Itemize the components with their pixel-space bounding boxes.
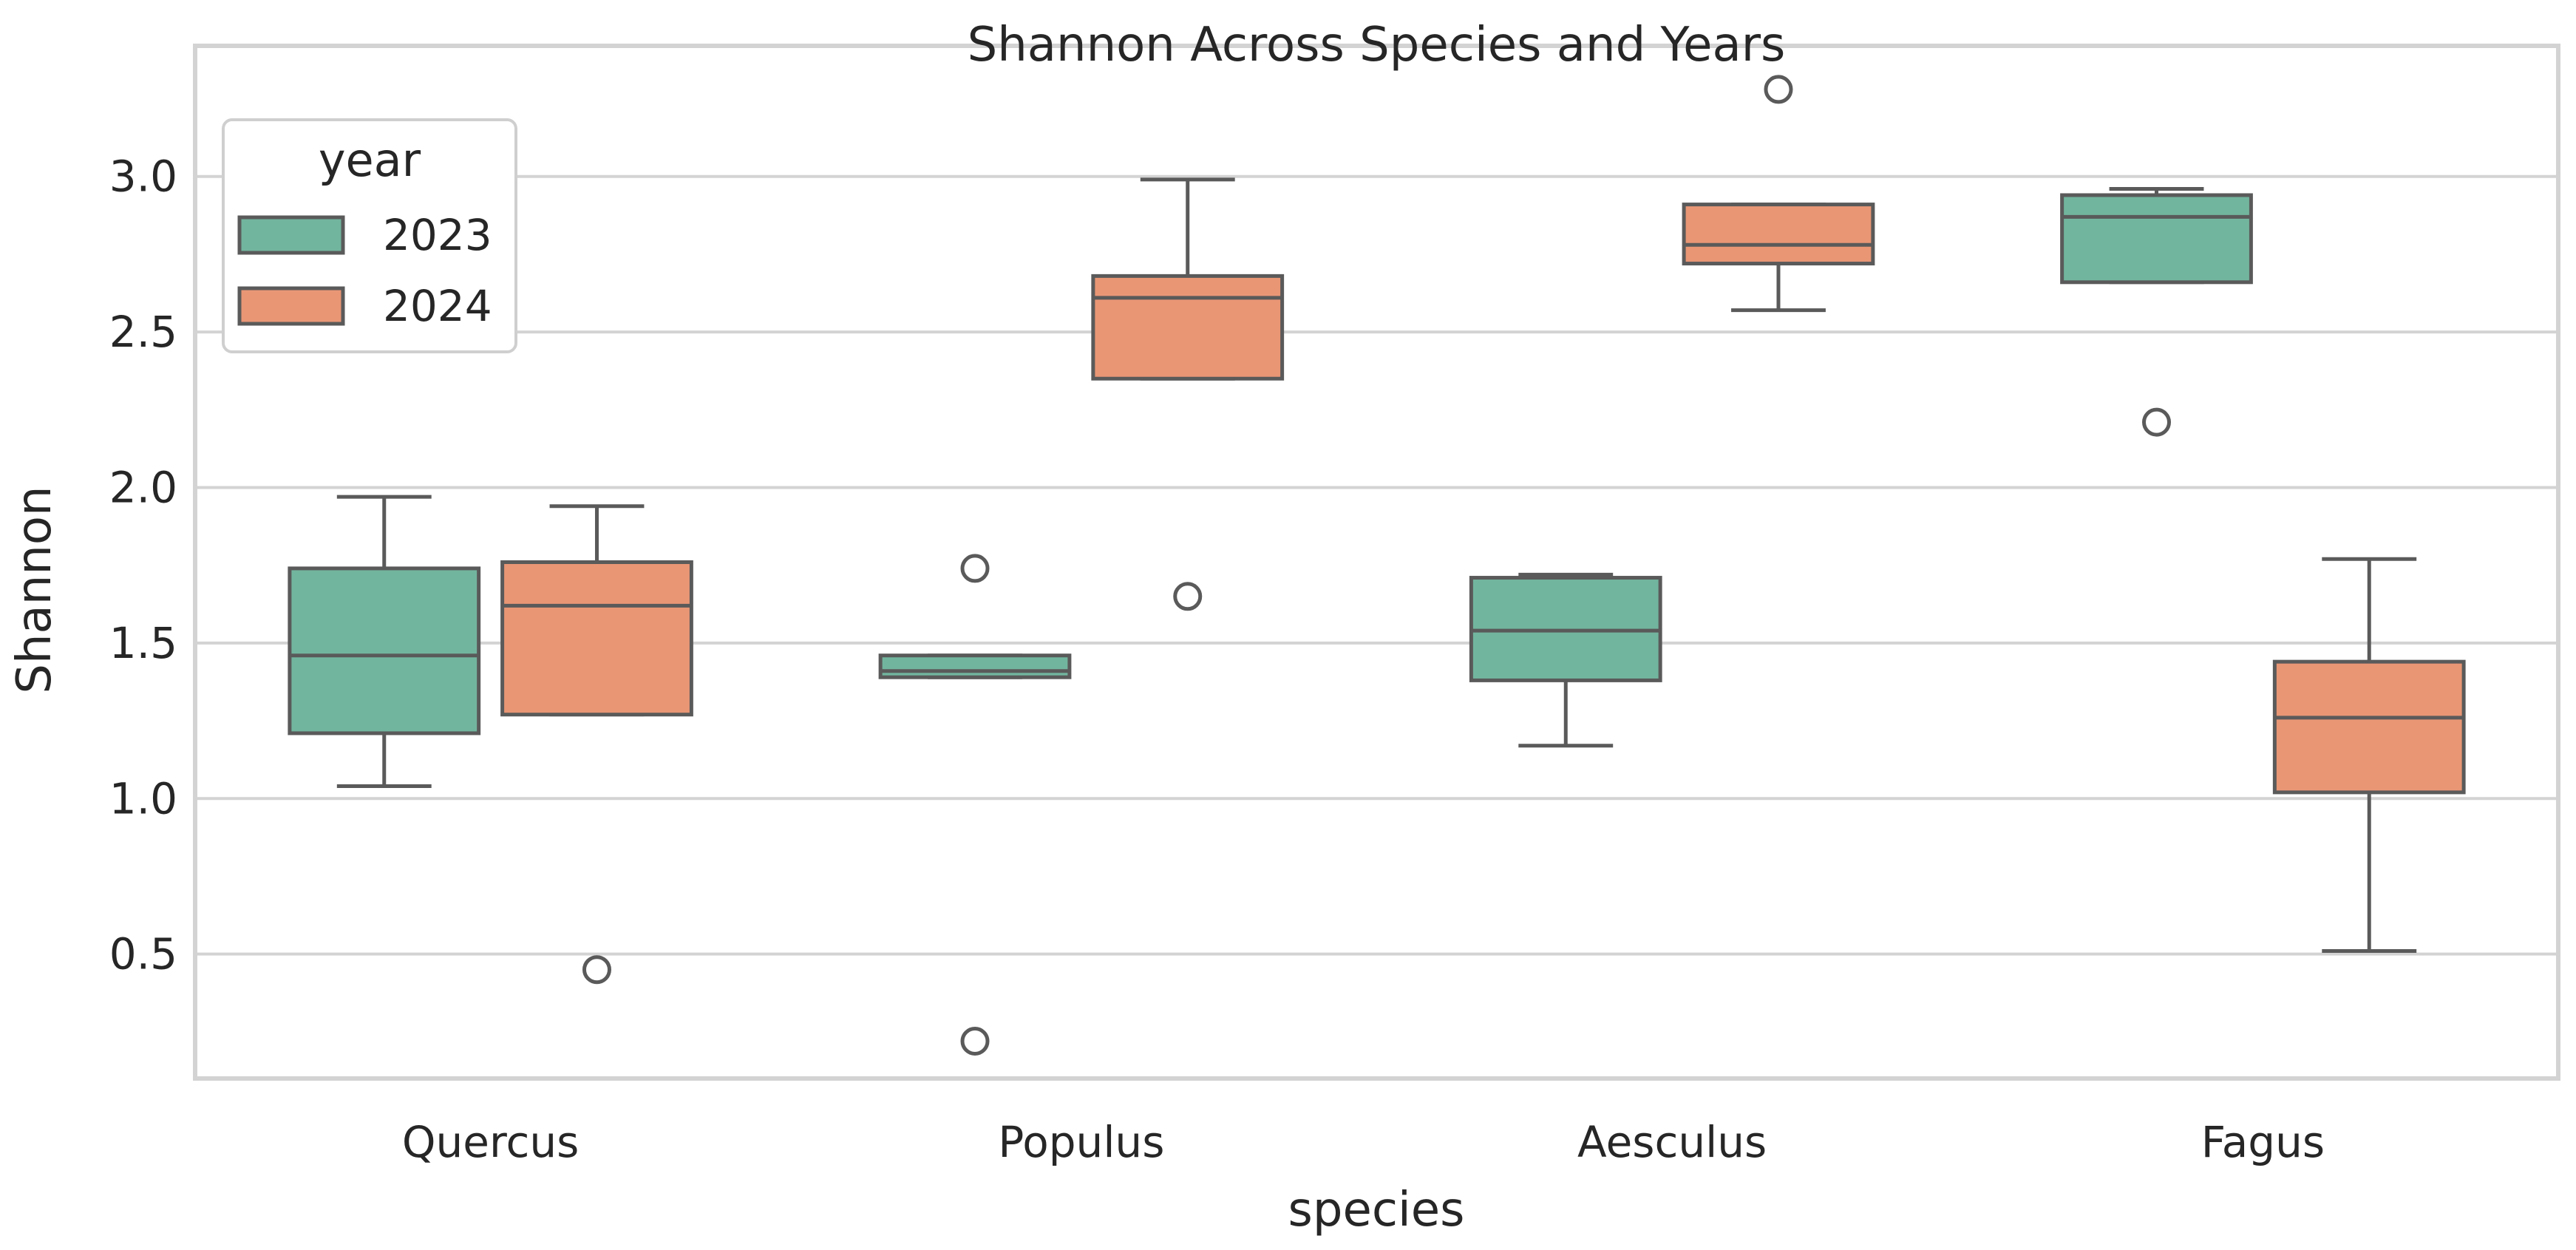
box-iqr bbox=[288, 566, 481, 736]
outlier-point bbox=[2142, 407, 2172, 437]
x-tick-label: Quercus bbox=[402, 1117, 580, 1167]
box-populus-2024 bbox=[1091, 177, 1285, 611]
box-iqr bbox=[1682, 203, 1875, 266]
legend-label-2024: 2024 bbox=[383, 281, 492, 331]
y-tick-label: 1.5 bbox=[109, 618, 177, 668]
x-tick-label: Aesculus bbox=[1577, 1117, 1767, 1167]
x-tick-label: Fagus bbox=[2201, 1117, 2325, 1167]
y-axis-ticks: 0.5 1.0 1.5 2.0 2.5 3.0 bbox=[109, 152, 177, 979]
box-aesculus-2023 bbox=[1469, 572, 1662, 748]
y-tick-label: 2.0 bbox=[109, 463, 177, 513]
legend-entries: 2023 2024 bbox=[237, 210, 492, 331]
box-iqr bbox=[2060, 193, 2253, 285]
series-2024 bbox=[500, 75, 2466, 985]
x-axis-ticks: Quercus Populus Aesculus Fagus bbox=[402, 1117, 2325, 1167]
box-fagus-2023 bbox=[2060, 187, 2253, 437]
outlier-point bbox=[582, 955, 611, 985]
box-fagus-2024 bbox=[2272, 557, 2466, 953]
box-populus-2023 bbox=[878, 554, 1072, 1056]
plot-area-frame bbox=[193, 44, 2560, 1081]
outlier-point bbox=[960, 1027, 990, 1056]
y-tick-label: 0.5 bbox=[109, 929, 177, 979]
box-quercus-2024 bbox=[500, 504, 693, 985]
box-aesculus-2024 bbox=[1682, 75, 1875, 313]
y-tick-label: 1.0 bbox=[109, 773, 177, 823]
chart-title: Shannon Across Species and Years bbox=[968, 18, 1786, 72]
box-iqr bbox=[1091, 274, 1285, 381]
box-plot-series bbox=[288, 75, 2466, 1056]
x-tick-label: Populus bbox=[998, 1117, 1164, 1167]
legend-title: year bbox=[319, 133, 421, 187]
legend: year 2023 2024 bbox=[222, 118, 517, 353]
series-2023 bbox=[288, 187, 2253, 1056]
y-tick-label: 3.0 bbox=[109, 152, 177, 202]
legend-swatch-2024 bbox=[237, 286, 345, 326]
box-iqr bbox=[500, 560, 693, 717]
box-iqr bbox=[878, 653, 1072, 679]
legend-swatch-2023 bbox=[237, 215, 345, 255]
outlier-point bbox=[1764, 75, 1793, 104]
y-axis-label: Shannon bbox=[7, 486, 62, 693]
box-iqr bbox=[2272, 659, 2466, 795]
box-quercus-2023 bbox=[288, 495, 481, 788]
outlier-point bbox=[1173, 582, 1203, 611]
x-axis-label: species bbox=[1288, 1183, 1464, 1237]
y-tick-label: 2.5 bbox=[109, 307, 177, 357]
outlier-point bbox=[960, 554, 990, 583]
legend-label-2023: 2023 bbox=[383, 210, 492, 260]
